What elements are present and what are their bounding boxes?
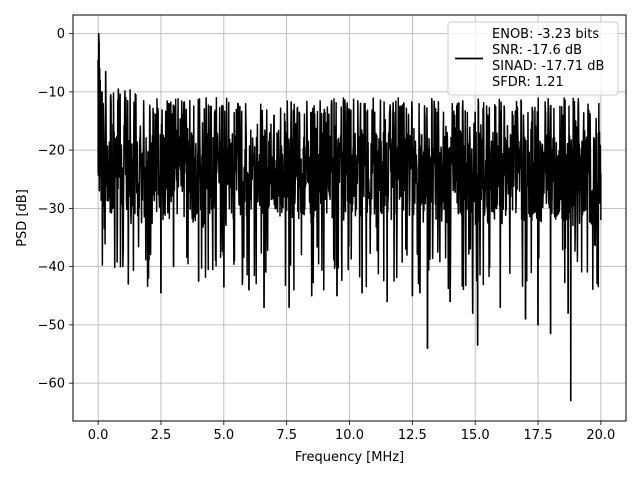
- y-tick-label: −10: [38, 85, 65, 100]
- y-tick-label: 0: [57, 27, 65, 42]
- y-tick-label: −40: [38, 260, 65, 275]
- x-tick-label: 0.0: [88, 428, 109, 443]
- plot-area: [97, 32, 602, 402]
- y-tick-label: −30: [38, 202, 65, 217]
- x-tick-label: 12.5: [398, 428, 427, 443]
- y-tick-label: −50: [38, 318, 65, 333]
- legend-box: [447, 21, 619, 96]
- x-tick-label: 10.0: [335, 428, 364, 443]
- legend-sinad: SINAD: -17.71 dB: [492, 59, 604, 74]
- x-tick-label: 17.5: [524, 428, 553, 443]
- legend: ENOB: -3.23 bits SNR: -17.6 dB SINAD: -1…: [447, 21, 619, 96]
- y-axis-label: PSD [dB]: [15, 189, 30, 247]
- x-tick-label: 15.0: [461, 428, 490, 443]
- x-tick-label: 7.5: [276, 428, 297, 443]
- x-tick-label: 5.0: [213, 428, 234, 443]
- x-axis-label: Frequency [MHz]: [295, 450, 404, 465]
- legend-sfdr: SFDR: 1.21: [492, 75, 564, 90]
- x-tick-label: 2.5: [151, 428, 172, 443]
- legend-snr: SNR: -17.6 dB: [492, 43, 582, 58]
- y-tick-label: −60: [38, 377, 65, 392]
- legend-enob: ENOB: -3.23 bits: [492, 27, 599, 42]
- y-tick-label: −20: [38, 144, 65, 159]
- ticks: 0.0 2.5 5.0 7.5 10.0 12.5 15.0 17.5 20.0 0 −10 −20 −…: [38, 27, 616, 443]
- x-tick-label: 20.0: [586, 428, 615, 443]
